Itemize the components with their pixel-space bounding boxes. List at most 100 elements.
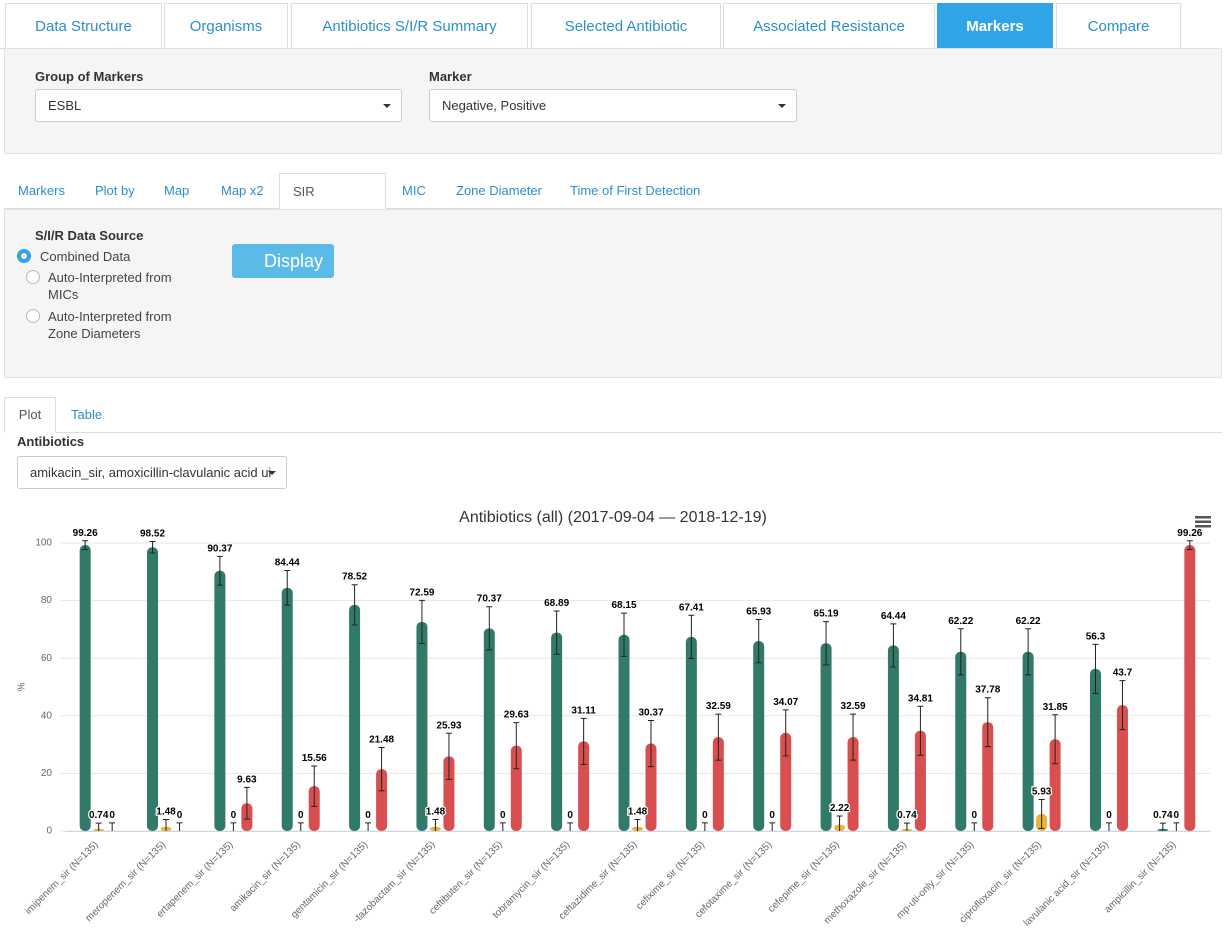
error-bar	[1119, 680, 1126, 731]
bar	[780, 732, 792, 831]
data-label: 0	[769, 810, 775, 821]
nav-tab[interactable]: Associated Resistance	[723, 3, 935, 48]
error-bar	[499, 822, 506, 831]
data-label: 5.93	[1032, 787, 1052, 798]
y-tick-label: 0	[46, 826, 52, 837]
bar	[955, 651, 967, 831]
error-bar	[1105, 822, 1112, 831]
display-button[interactable]: Display	[232, 244, 334, 278]
x-tick-label: gentamicin_sir (N=135)	[289, 839, 370, 920]
select[interactable]: amikacin_sir, amoxicillin-clavulanic aci…	[17, 456, 287, 489]
error-bar	[1186, 540, 1193, 550]
sub-tab[interactable]: Plot by	[95, 183, 135, 198]
x-tick-label: cefotaxime_sir (N=135)	[693, 839, 774, 920]
nav-tab[interactable]: Antibiotics S/I/R Summary	[291, 3, 528, 48]
bar	[1089, 668, 1101, 831]
data-label: 65.93	[746, 607, 771, 618]
data-label: 0	[298, 810, 304, 821]
bar	[349, 604, 361, 831]
bar	[753, 641, 765, 831]
select[interactable]: ESBL	[35, 89, 402, 122]
data-label: 0.74	[1153, 810, 1173, 821]
y-tick-label: 60	[41, 653, 53, 664]
error-bar	[378, 747, 385, 792]
sub-tab[interactable]: MIC	[402, 183, 426, 198]
sub-tab-active[interactable]: SIR Summary	[279, 173, 386, 235]
radio[interactable]	[26, 270, 40, 284]
error-bar	[1025, 628, 1032, 676]
data-label: 15.56	[302, 753, 327, 764]
data-label: 0	[567, 810, 573, 821]
data-label: 31.11	[571, 705, 596, 716]
bar	[887, 645, 899, 831]
view-tab[interactable]: Table	[71, 407, 103, 422]
data-label: 32.59	[841, 701, 866, 712]
data-label: 0	[702, 810, 708, 821]
error-bar	[284, 570, 291, 606]
error-bar	[971, 822, 978, 831]
sir-panel	[4, 209, 1222, 378]
data-label: 0.74	[897, 810, 917, 821]
x-tick-label: amikacin_sir (N=135)	[228, 839, 303, 914]
bar	[79, 545, 91, 831]
nav-tab[interactable]: Organisms	[164, 3, 288, 48]
view-tab-active[interactable]: Plot	[4, 397, 56, 433]
nav-tab[interactable]: Data Structure	[5, 3, 162, 48]
radio[interactable]	[26, 309, 40, 323]
chart-title: Antibiotics (all) (2017-09-04 — 2018-12-…	[459, 509, 767, 526]
sub-tab[interactable]: Time of First Detection	[570, 183, 701, 198]
x-tick-label: cefixime_sir (N=135)	[634, 839, 707, 912]
data-label: 9.63	[237, 774, 257, 785]
data-label: 0	[365, 810, 371, 821]
data-label: 0	[1106, 810, 1112, 821]
bar	[147, 547, 159, 831]
nav-tab-active[interactable]: Markers	[937, 3, 1053, 48]
bar	[443, 756, 455, 831]
bar	[618, 634, 630, 831]
error-bar	[769, 822, 776, 831]
data-label: 31.85	[1043, 702, 1068, 713]
bar	[214, 570, 226, 831]
data-label: 0	[1174, 810, 1180, 821]
error-bar	[715, 713, 722, 761]
select[interactable]: Negative, Positive	[429, 89, 797, 122]
error-bar	[311, 765, 318, 807]
nav-tab[interactable]: Compare	[1056, 3, 1181, 48]
bar	[982, 722, 994, 831]
error-bar	[755, 619, 762, 664]
bar	[281, 587, 293, 831]
radio[interactable]	[17, 249, 31, 263]
x-tick-label: imipenem_sir (N=135)	[23, 839, 101, 917]
sub-tab[interactable]: Zone Diameter	[456, 183, 542, 198]
sub-tab[interactable]: Map x2	[221, 183, 264, 198]
data-label: 1.48	[426, 807, 446, 818]
x-tick-label: tobramycin_sir (N=135)	[491, 839, 572, 920]
data-label: 99.26	[73, 528, 98, 539]
label: Marker	[429, 69, 472, 84]
data-label: 99.26	[1177, 528, 1202, 539]
error-bar	[903, 822, 910, 831]
radio-label: Auto-Interpreted from MICs	[48, 270, 172, 302]
bar	[308, 786, 320, 831]
data-label: 56.3	[1086, 631, 1106, 642]
data-label: 37.78	[975, 685, 1000, 696]
error-bar	[109, 822, 116, 831]
data-label: 34.07	[773, 697, 798, 708]
x-tick-label: mp-uti-only_sir (N=135)	[895, 839, 977, 921]
menu-icon[interactable]	[1195, 516, 1211, 528]
error-bar	[230, 822, 237, 831]
error-bar	[567, 822, 574, 831]
x-tick-label: ampicillin_sir (N=135)	[1102, 839, 1178, 915]
sub-tab[interactable]: Map	[164, 183, 190, 198]
data-label: 72.59	[409, 587, 434, 598]
nav-tab[interactable]: Selected Antibiotic	[531, 3, 721, 48]
error-bar	[580, 717, 587, 765]
label: Group of Markers	[35, 69, 144, 84]
bar	[645, 743, 657, 831]
sub-tab[interactable]: Markers	[18, 183, 65, 198]
error-bar	[176, 822, 183, 831]
data-label: 64.44	[881, 611, 906, 622]
data-label: 70.37	[477, 594, 502, 605]
error-bar	[701, 822, 708, 831]
data-label: 30.37	[638, 707, 663, 718]
